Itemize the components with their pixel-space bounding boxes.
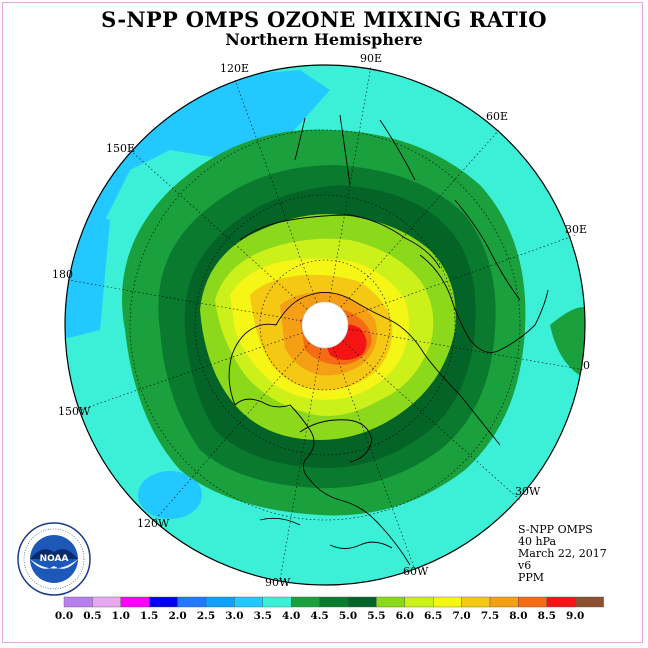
noaa-logo-text: NOAA: [40, 554, 69, 564]
info-date: March 22, 2017: [518, 547, 607, 560]
lon-label-90w: 90W: [265, 576, 291, 589]
map-title: S-NPP OMPS OZONE MIXING RATIO: [101, 7, 547, 32]
pole-hole-dots: [301, 301, 349, 349]
meridian-30E: [324, 234, 577, 326]
colorbar-swatch: [205, 596, 235, 608]
lat-40: [129, 129, 521, 521]
coast-kamchatka: [239, 214, 351, 241]
colorbar-tick-label: 6.0: [396, 610, 414, 622]
lon-label-150w: 150W: [58, 405, 91, 418]
colorbar-swatch: [575, 596, 604, 608]
colorbar-tick-label: 1.0: [112, 610, 130, 622]
map-border: [64, 64, 586, 586]
coast-asia: [294, 114, 416, 186]
colorbar-swatch: [291, 596, 320, 608]
colorbar-swatch: [518, 596, 548, 608]
colorbar-swatch: [92, 596, 122, 608]
colorbar-swatch: [262, 596, 292, 608]
coast-hudson: [299, 419, 373, 463]
noaa-logo: NOAA: [17, 522, 91, 596]
lon-label-120w: 120W: [137, 517, 170, 530]
colorbar-swatch: [63, 596, 93, 608]
lat-60: [194, 194, 456, 456]
coast-arctic: [275, 291, 501, 446]
colorbar-tick-label: 0.0: [55, 610, 73, 622]
coastlines: [228, 114, 549, 566]
info-version: v6: [518, 559, 532, 572]
colorbar-tick-label: 6.5: [424, 610, 442, 622]
info-units: PPM: [518, 571, 545, 584]
meridian-90W: [279, 324, 326, 581]
colorbar-tick-label: 2.0: [168, 610, 186, 622]
coast-caribbean: [329, 541, 393, 549]
lon-label-0: 0: [583, 359, 590, 372]
colorbar-swatch: [433, 596, 462, 608]
polar-no-data: [301, 301, 349, 349]
colorbar-swatch: [319, 596, 349, 608]
colorbar-tick-label: 5.5: [367, 610, 385, 622]
coast-europe: [419, 254, 549, 353]
colorbar-tick-label: 1.5: [140, 610, 158, 622]
colorbar-tick-label: 7.5: [481, 610, 499, 622]
colorbar-swatch: [461, 596, 491, 608]
lon-label-30w: 30W: [515, 485, 541, 498]
info-instrument: S-NPP OMPS: [518, 523, 593, 536]
low-region-south: [138, 471, 202, 519]
colorbar-swatch: [376, 596, 405, 608]
colorbar-tick-label: 0.5: [83, 610, 101, 622]
meridian-150W: [79, 324, 326, 411]
lon-label-120e: 120E: [220, 62, 250, 75]
coast-alaska: [228, 323, 277, 406]
lon-label-150e: 150E: [106, 142, 136, 155]
map-subtitle: Northern Hemisphere: [225, 30, 423, 49]
lon-label-30e: 30E: [565, 223, 588, 236]
colorbar-swatch: [404, 596, 434, 608]
colorbar-swatch: [489, 596, 519, 608]
colorbar-tick-label: 7.0: [452, 610, 470, 622]
colorbar-swatch: [148, 596, 178, 608]
meridian-120W: [154, 324, 326, 521]
colorbar-tick-label: 4.0: [282, 610, 300, 622]
meridian-180: [67, 279, 326, 326]
colorbar-tick-label: 2.5: [197, 610, 215, 622]
coast-africa-north: [454, 199, 521, 301]
colorbar-swatch: [347, 596, 377, 608]
mid-region-east: [550, 307, 585, 380]
lon-label-180: 180: [52, 268, 73, 281]
colorbar-tick-label: 4.5: [310, 610, 328, 622]
colorbar-tick-label: 3.0: [225, 610, 243, 622]
coast-pacific-islands: [259, 517, 301, 526]
colorbar-tick-label: 3.5: [254, 610, 272, 622]
colorbar-tick-label: 8.0: [509, 610, 527, 622]
graticule: [67, 65, 586, 581]
coast-siberia: [349, 214, 441, 269]
colorbar-swatch: [177, 596, 207, 608]
lon-label-60e: 60E: [486, 110, 509, 123]
coast-north-america: [234, 398, 411, 566]
lon-label-60w: 60W: [403, 565, 429, 578]
lat-80: [259, 259, 391, 391]
info-block: S-NPP OMPS 40 hPa March 22, 2017 v6 PPM: [518, 524, 607, 584]
lon-label-90e: 90E: [360, 52, 383, 65]
colorbar-swatch: [234, 596, 263, 608]
info-level: 40 hPa: [518, 535, 557, 548]
colorbar-tick-label: 9.0: [566, 610, 584, 622]
colorbar-tick-label: 8.5: [538, 610, 556, 622]
figure-frame: [2, 2, 643, 643]
colorbar-tick-label: 5.0: [339, 610, 357, 622]
colorbar-swatch: [120, 596, 150, 608]
colorbar-swatch: [546, 596, 576, 608]
